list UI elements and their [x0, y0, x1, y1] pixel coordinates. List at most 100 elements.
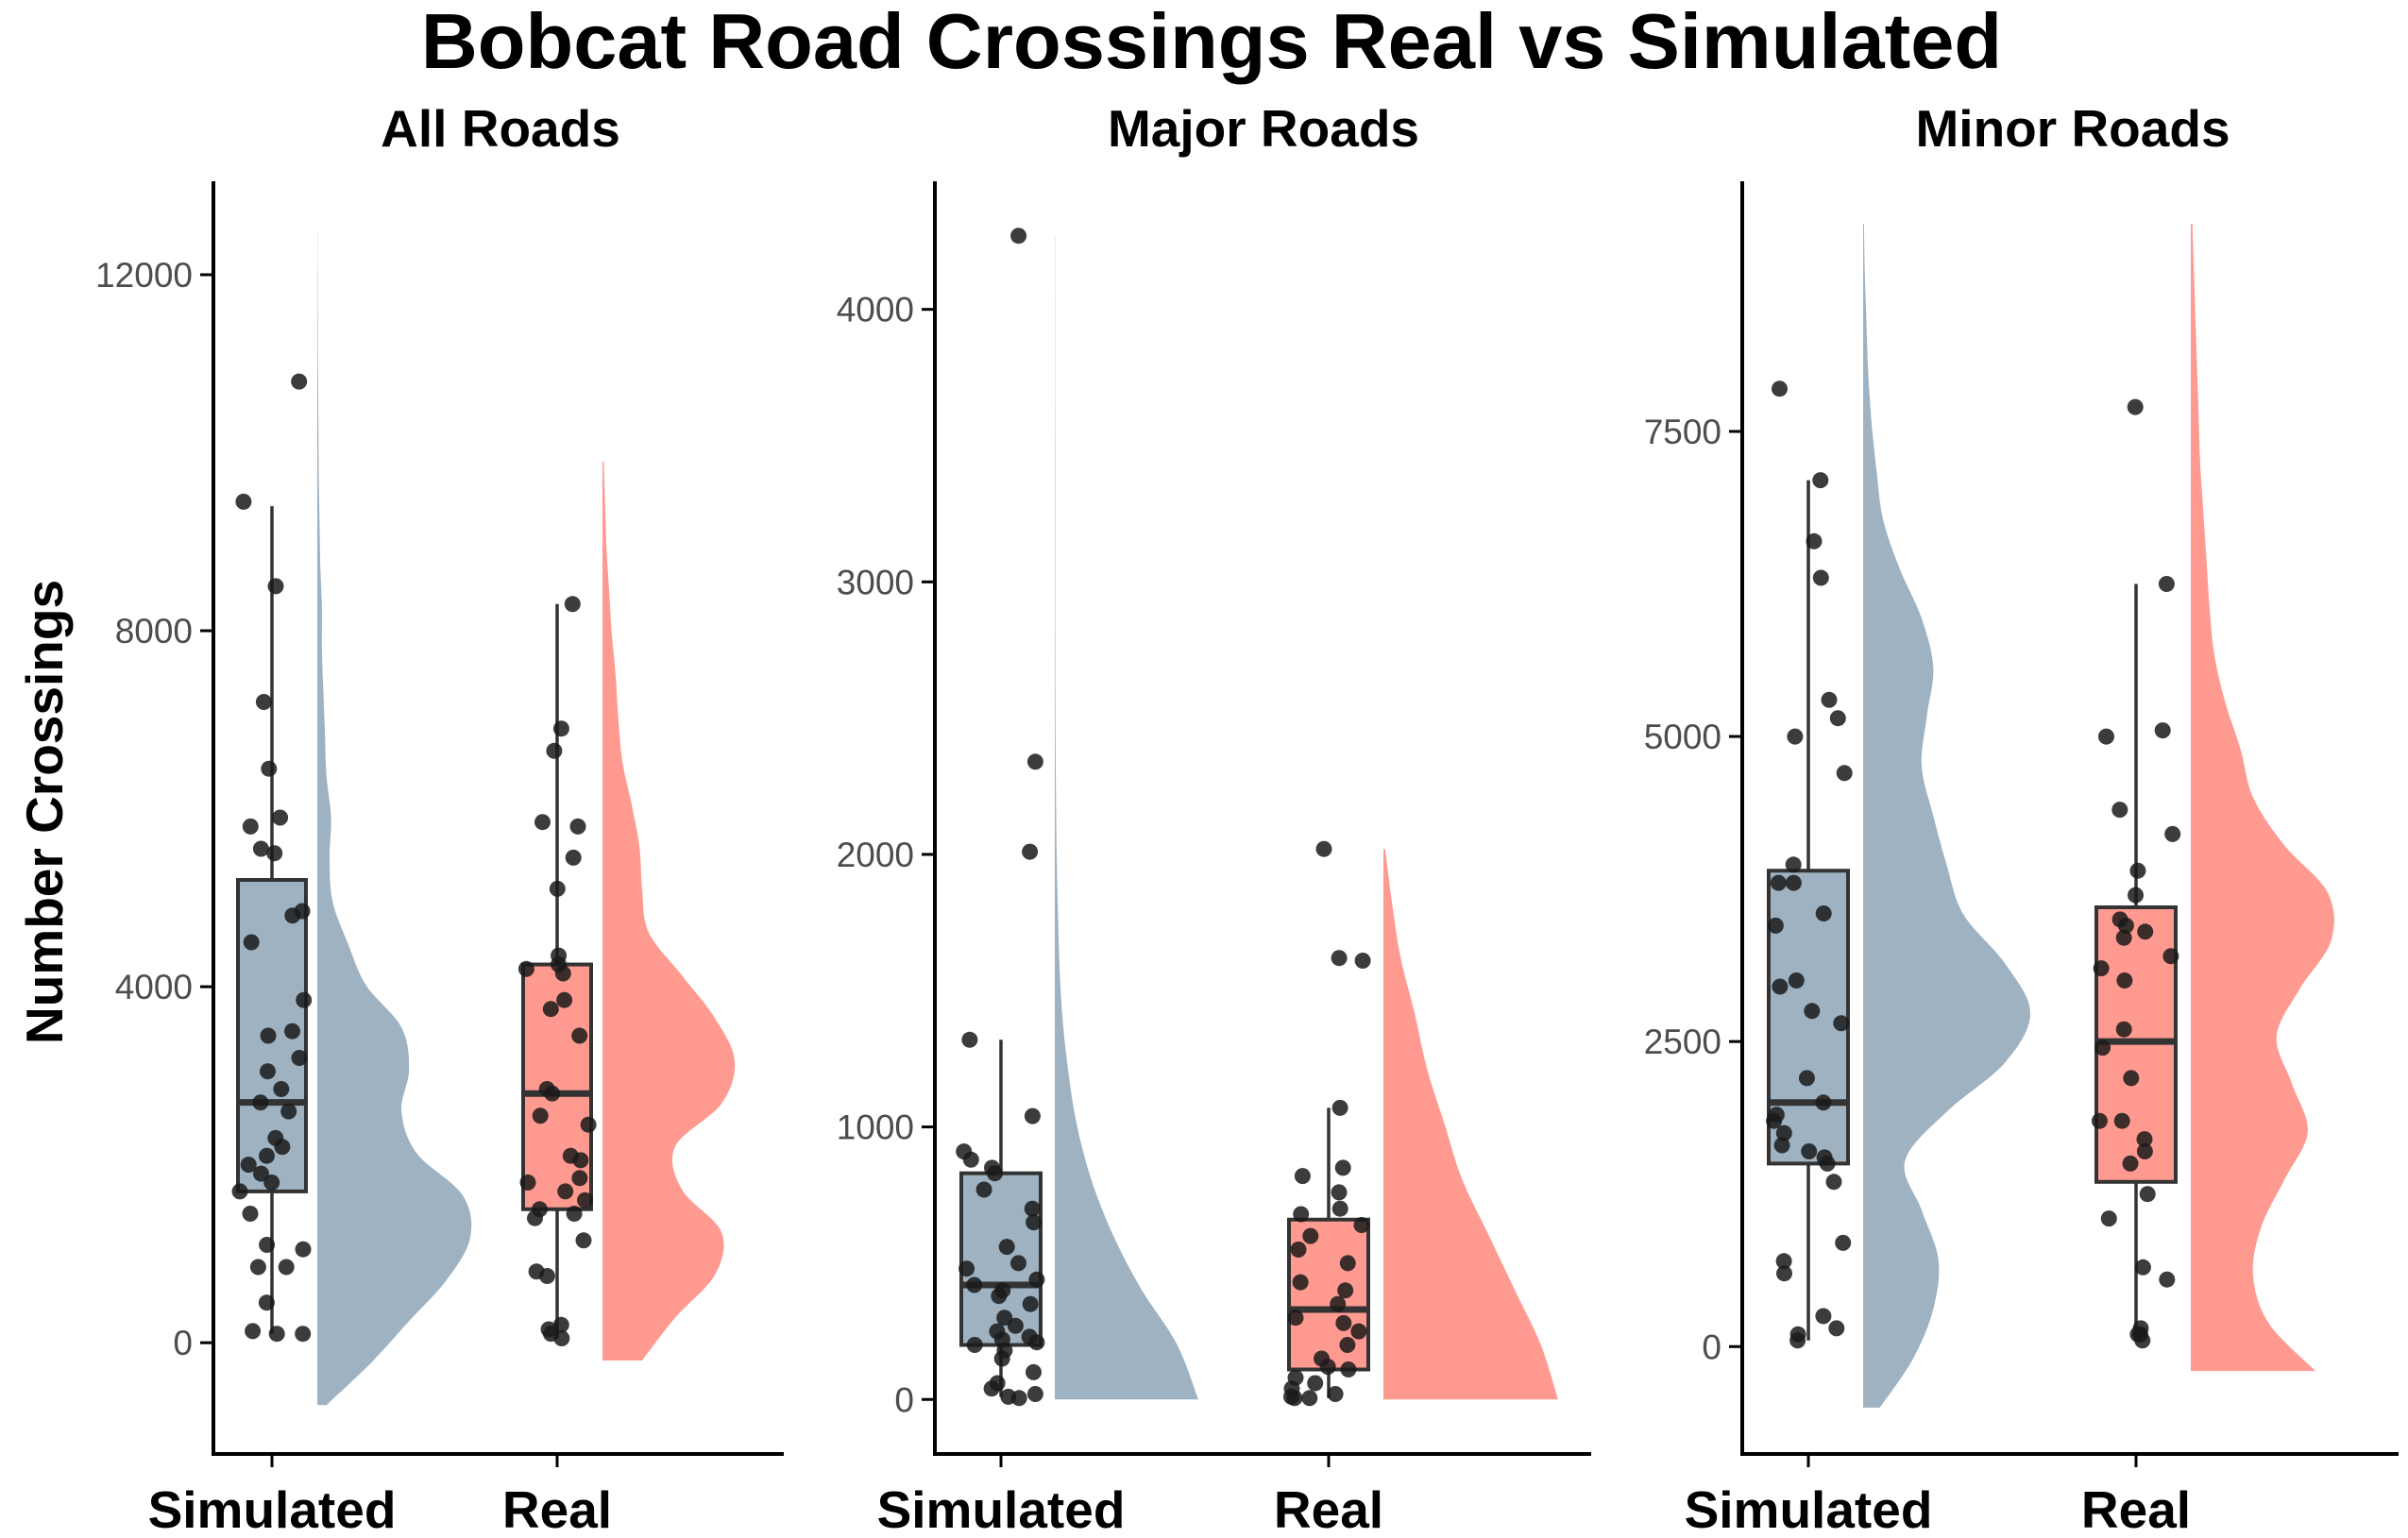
data-point-simulated — [1010, 1255, 1026, 1272]
data-point-simulated — [272, 809, 289, 826]
data-point-real — [2136, 1131, 2153, 1148]
data-point-simulated — [991, 1288, 1008, 1305]
data-point-real — [546, 742, 563, 759]
data-point-simulated — [259, 1237, 276, 1253]
data-point-simulated — [296, 991, 313, 1008]
data-point-simulated — [261, 760, 278, 777]
data-point-real — [2137, 923, 2154, 940]
data-point-real — [1350, 1323, 1367, 1340]
data-point-real — [549, 880, 566, 897]
density-cloud-simulated — [1055, 235, 1198, 1400]
data-point-simulated — [259, 1147, 275, 1164]
data-point-simulated — [260, 1063, 276, 1080]
data-point-real — [517, 960, 534, 977]
data-point-real — [2129, 862, 2146, 879]
data-point-real — [556, 991, 573, 1008]
panel-major-roads: Major Roads 0 1000 2000 3000 4000 Simulated Rea… — [837, 99, 1591, 1538]
data-point-simulated — [1022, 843, 1039, 860]
y-tick-label: 4000 — [115, 968, 193, 1006]
data-point-simulated — [284, 907, 301, 924]
data-point-simulated — [966, 1276, 983, 1293]
data-point-real — [1331, 950, 1348, 967]
data-point-real — [2162, 948, 2179, 965]
data-point-simulated — [996, 1310, 1013, 1327]
data-point-simulated — [252, 840, 269, 857]
data-point-simulated — [1829, 710, 1846, 727]
x-tick-label-simulated: Simulated — [148, 1480, 397, 1538]
data-point-simulated — [252, 1094, 269, 1111]
data-point-simulated — [291, 1050, 308, 1066]
data-point-simulated — [245, 1323, 262, 1340]
data-point-simulated — [1812, 569, 1829, 586]
data-point-simulated — [962, 1151, 979, 1168]
data-point-simulated — [240, 1157, 257, 1174]
data-point-real — [2128, 887, 2144, 904]
data-point-simulated — [249, 1259, 266, 1276]
data-point-simulated — [966, 1337, 983, 1353]
data-point-simulated — [1815, 1094, 1832, 1111]
data-point-real — [527, 1209, 543, 1226]
data-point-real — [1331, 1099, 1348, 1116]
data-point-real — [544, 1085, 561, 1102]
data-point-real — [1292, 1274, 1309, 1291]
data-point-real — [2123, 1070, 2140, 1087]
data-point-simulated — [987, 1165, 1003, 1182]
data-point-real — [1330, 1295, 1347, 1312]
panel-title-major-roads: Major Roads — [1108, 99, 1419, 158]
data-point-real — [1335, 1314, 1352, 1331]
data-point-simulated — [1775, 1253, 1792, 1270]
data-point-real — [1294, 1168, 1311, 1185]
data-point-real — [1339, 1255, 1356, 1272]
y-tick-label: 0 — [173, 1324, 193, 1362]
data-point-simulated — [1010, 1390, 1027, 1407]
data-point-real — [553, 1330, 570, 1346]
data-point-real — [1331, 1184, 1348, 1201]
density-cloud-real — [602, 461, 736, 1361]
data-point-real — [577, 1192, 593, 1208]
x-tick-label-simulated: Simulated — [877, 1480, 1126, 1538]
data-point-real — [566, 1206, 583, 1222]
data-point-real — [1331, 1200, 1348, 1217]
data-point-simulated — [1007, 1317, 1024, 1334]
data-point-simulated — [975, 1181, 992, 1198]
y-tick-label: 3000 — [837, 563, 914, 601]
data-point-simulated — [263, 1175, 280, 1191]
data-point-simulated — [1787, 728, 1804, 745]
data-point-simulated — [242, 1206, 259, 1222]
data-point-simulated — [273, 1081, 290, 1097]
data-point-real — [575, 1232, 592, 1249]
data-point-real — [1327, 1386, 1344, 1402]
data-point-real — [2115, 929, 2132, 946]
x-tick-label-simulated: Simulated — [1685, 1480, 1933, 1538]
data-point-simulated — [1789, 1332, 1806, 1349]
data-point-simulated — [993, 1350, 1010, 1367]
data-point-simulated — [1785, 874, 1802, 891]
data-point-simulated — [961, 1031, 978, 1048]
data-point-simulated — [243, 934, 260, 951]
data-point-real — [2091, 1112, 2108, 1129]
data-point-real — [557, 1183, 574, 1200]
data-point-simulated — [295, 1241, 312, 1258]
data-point-simulated — [258, 1294, 275, 1311]
data-point-simulated — [291, 373, 308, 390]
data-point-real — [571, 1170, 588, 1187]
data-point-real — [2111, 802, 2128, 819]
data-point-simulated — [1772, 380, 1788, 397]
data-point-simulated — [1026, 1386, 1043, 1402]
data-point-simulated — [1022, 1295, 1039, 1312]
data-point-real — [1319, 1359, 1336, 1376]
data-point-real — [2159, 1271, 2176, 1288]
y-tick-label: 4000 — [837, 291, 914, 330]
data-point-real — [565, 849, 582, 866]
data-point-simulated — [1821, 691, 1838, 708]
y-tick-label: 0 — [1702, 1327, 1721, 1366]
data-point-simulated — [295, 1326, 312, 1343]
data-point-simulated — [1767, 917, 1784, 934]
data-point-real — [1315, 840, 1332, 857]
data-point-real — [1290, 1242, 1307, 1258]
data-point-simulated — [1788, 972, 1805, 989]
data-point-real — [2100, 1210, 2117, 1227]
data-point-simulated — [1819, 1155, 1836, 1172]
y-tick-label: 0 — [894, 1380, 914, 1419]
